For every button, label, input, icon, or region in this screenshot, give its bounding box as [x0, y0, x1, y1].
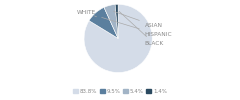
Wedge shape: [84, 4, 152, 72]
Text: BLACK: BLACK: [119, 11, 164, 46]
Wedge shape: [89, 7, 118, 38]
Text: WHITE: WHITE: [77, 10, 96, 17]
Text: HISPANIC: HISPANIC: [102, 17, 172, 37]
Wedge shape: [104, 4, 118, 38]
Legend: 83.8%, 9.5%, 5.4%, 1.4%: 83.8%, 9.5%, 5.4%, 1.4%: [71, 87, 169, 96]
Wedge shape: [115, 4, 118, 38]
Text: ASIAN: ASIAN: [114, 11, 163, 28]
